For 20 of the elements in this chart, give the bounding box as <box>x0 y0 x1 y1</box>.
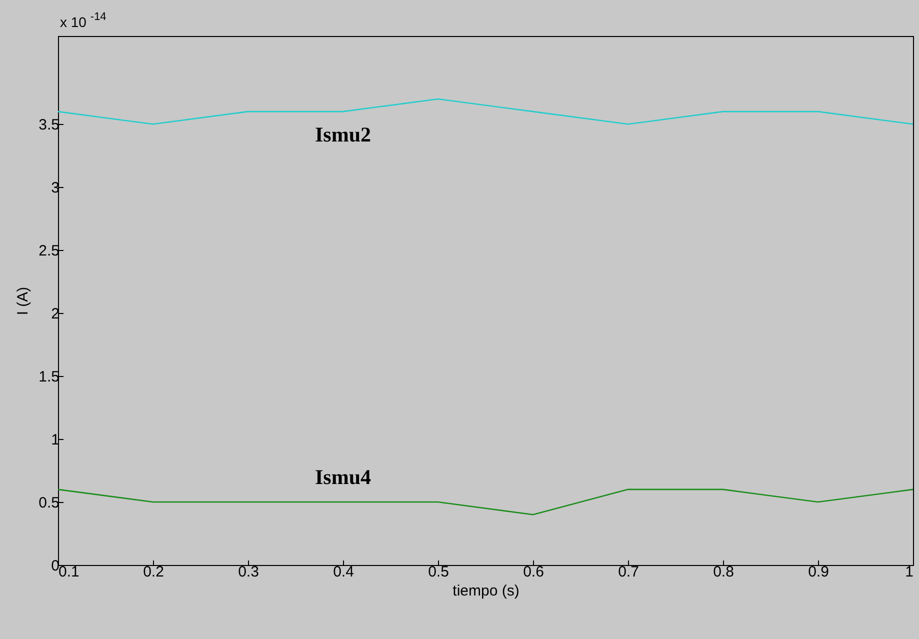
y-tick-label: 1 <box>51 432 60 449</box>
text: x 10-14 <box>60 11 106 30</box>
y-tick-label: 3.5 <box>38 116 60 134</box>
x-tick-label: 0.6 <box>523 564 544 580</box>
y-tick-label: 0.5 <box>38 494 60 512</box>
x-tick-label: 0.2 <box>143 564 164 580</box>
x-axis-title: tiempo (s) <box>452 582 520 600</box>
series-label: Ismu4 <box>314 465 372 490</box>
x-tick-label: 0.4 <box>333 564 354 580</box>
y-axis-title: I (A) <box>14 286 32 316</box>
x-tick-label: 0.5 <box>428 564 449 580</box>
x-tick-label: 0.7 <box>618 564 639 580</box>
x-tick-label: 0.3 <box>238 564 259 580</box>
y-tick-label: 1.5 <box>38 368 60 386</box>
x-tick-label: 0.8 <box>713 564 734 580</box>
x-tick-label: 1 <box>905 564 914 580</box>
x-tick-label: 0.1 <box>58 564 80 580</box>
x-tick-label: 0.9 <box>808 564 829 580</box>
series-label: Ismu2 <box>314 122 372 147</box>
y-tick-label: 2.5 <box>38 242 60 260</box>
